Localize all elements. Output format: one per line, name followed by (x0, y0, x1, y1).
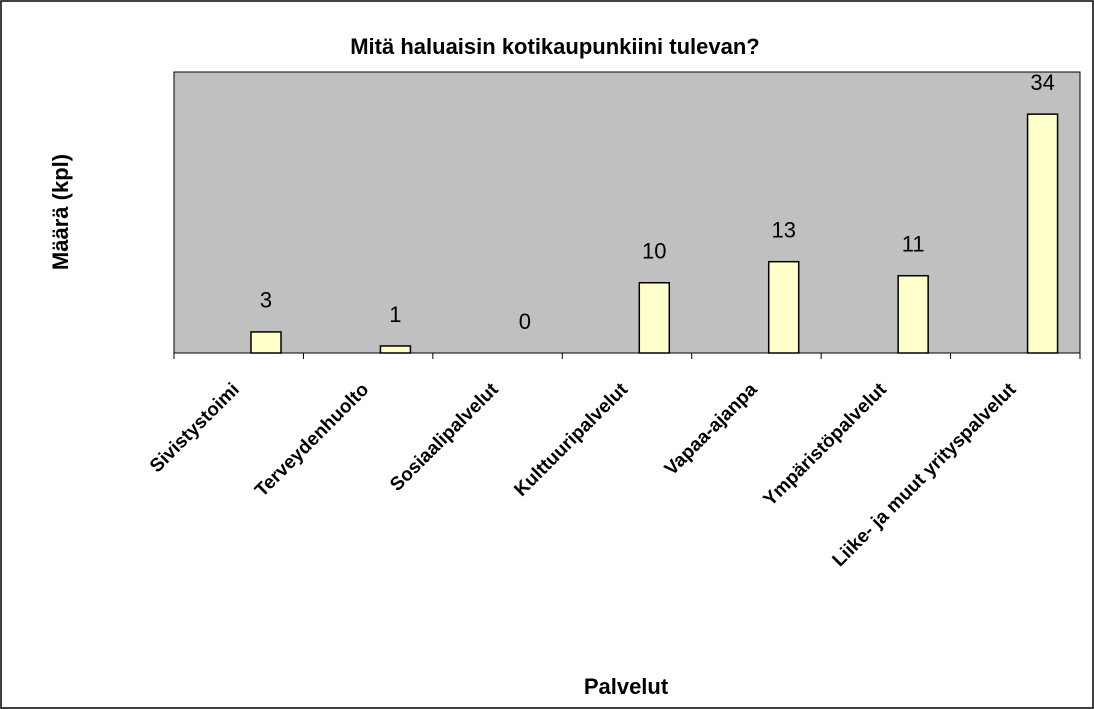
value-label: 0 (519, 309, 531, 334)
value-label: 3 (260, 288, 272, 313)
y-axis-label: Määrä (kpl) (48, 154, 73, 270)
bar (897, 274, 929, 354)
value-label: 11 (902, 232, 925, 257)
value-label: 10 (642, 239, 666, 264)
bar (638, 282, 671, 354)
plot-area (173, 71, 1081, 354)
x-axis-label: Palvelut (584, 674, 669, 699)
value-label: 1 (389, 302, 401, 327)
bar (1026, 113, 1059, 354)
bar (767, 260, 800, 354)
value-label: 13 (771, 217, 795, 242)
bar (379, 345, 412, 354)
chart-title: Mitä haluaisin kotikaupunkiini tulevan? (350, 34, 760, 59)
value-label: 34 (1030, 70, 1054, 95)
bar (250, 331, 282, 354)
